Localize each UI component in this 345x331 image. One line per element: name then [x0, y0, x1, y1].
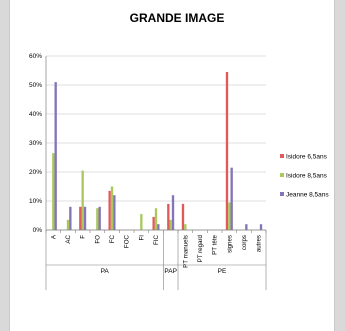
bar	[98, 206, 101, 230]
bar	[96, 208, 99, 230]
y-tick-label: 40%	[29, 111, 42, 118]
legend-label: Isidore 6,5ans	[286, 154, 328, 161]
bar	[181, 203, 185, 230]
bar	[228, 202, 231, 230]
y-tick-label: 50%	[29, 82, 42, 89]
x-category-label: autres	[256, 235, 263, 252]
bars	[52, 71, 263, 230]
x-category-label: PT regard	[197, 234, 204, 262]
x-category-label: signes	[226, 235, 233, 253]
bar	[184, 224, 187, 230]
bar	[52, 153, 55, 230]
x-category-label: PT tête	[212, 234, 219, 254]
legend-swatch	[280, 173, 284, 177]
bar	[81, 170, 84, 230]
bar	[230, 167, 233, 230]
bar	[54, 82, 57, 230]
bar	[113, 195, 116, 230]
x-category-label: FIC	[153, 234, 160, 244]
x-category-label: FO	[94, 235, 101, 244]
bar	[108, 190, 111, 230]
x-category-label: F	[80, 235, 87, 239]
chart-frame: GRANDE IMAGE 0% 10% 20% 30% 40% 50% 60% A AC F FO F…	[9, 0, 335, 331]
bar	[169, 219, 172, 230]
legend-label: Isidore 8,5ans	[286, 173, 328, 180]
bar	[171, 195, 175, 230]
bar	[79, 206, 82, 230]
bar	[140, 214, 143, 230]
axes: 0% 10% 20% 30% 40% 50% 60% A AC F FO FC FOC FI FIC PT m…	[29, 53, 267, 290]
y-tick-label: 60%	[29, 53, 42, 60]
x-category-label: AC	[65, 234, 72, 243]
x-category-label: FC	[109, 234, 116, 243]
y-tick-label: 10%	[29, 198, 42, 205]
group-label: PAP	[164, 268, 177, 275]
x-category-label: A	[50, 234, 57, 239]
bar	[83, 206, 87, 230]
bar	[69, 206, 72, 230]
bar	[167, 203, 170, 230]
bar	[152, 216, 155, 230]
bar	[154, 208, 158, 230]
y-tick-label: 20%	[29, 169, 42, 176]
bar	[245, 224, 248, 230]
legend-label: Jeanne 8,5ans	[286, 192, 329, 199]
bar	[66, 219, 70, 230]
legend: Isidore 6,5ans Isidore 8,5ans Jeanne 8,5an…	[280, 154, 329, 199]
x-category-label: corps	[241, 235, 248, 250]
bar	[110, 186, 114, 230]
y-tick-label: 30%	[29, 140, 42, 147]
bar	[157, 224, 160, 230]
y-tick-label: 0%	[33, 227, 43, 234]
group-label: PE	[218, 268, 227, 275]
x-category-label: FOC	[124, 234, 131, 248]
chart: GRANDE IMAGE 0% 10% 20% 30% 40% 50% 60% A AC F FO F…	[29, 11, 329, 290]
chart-title: GRANDE IMAGE	[130, 11, 225, 25]
legend-swatch	[280, 192, 284, 196]
legend-swatch	[280, 154, 284, 158]
group-label: PA	[101, 268, 110, 275]
gridlines	[46, 55, 266, 231]
x-category-label: FI	[138, 235, 145, 241]
x-category-label: PT manuels	[182, 235, 189, 268]
bar	[259, 224, 263, 230]
bar	[225, 71, 229, 230]
